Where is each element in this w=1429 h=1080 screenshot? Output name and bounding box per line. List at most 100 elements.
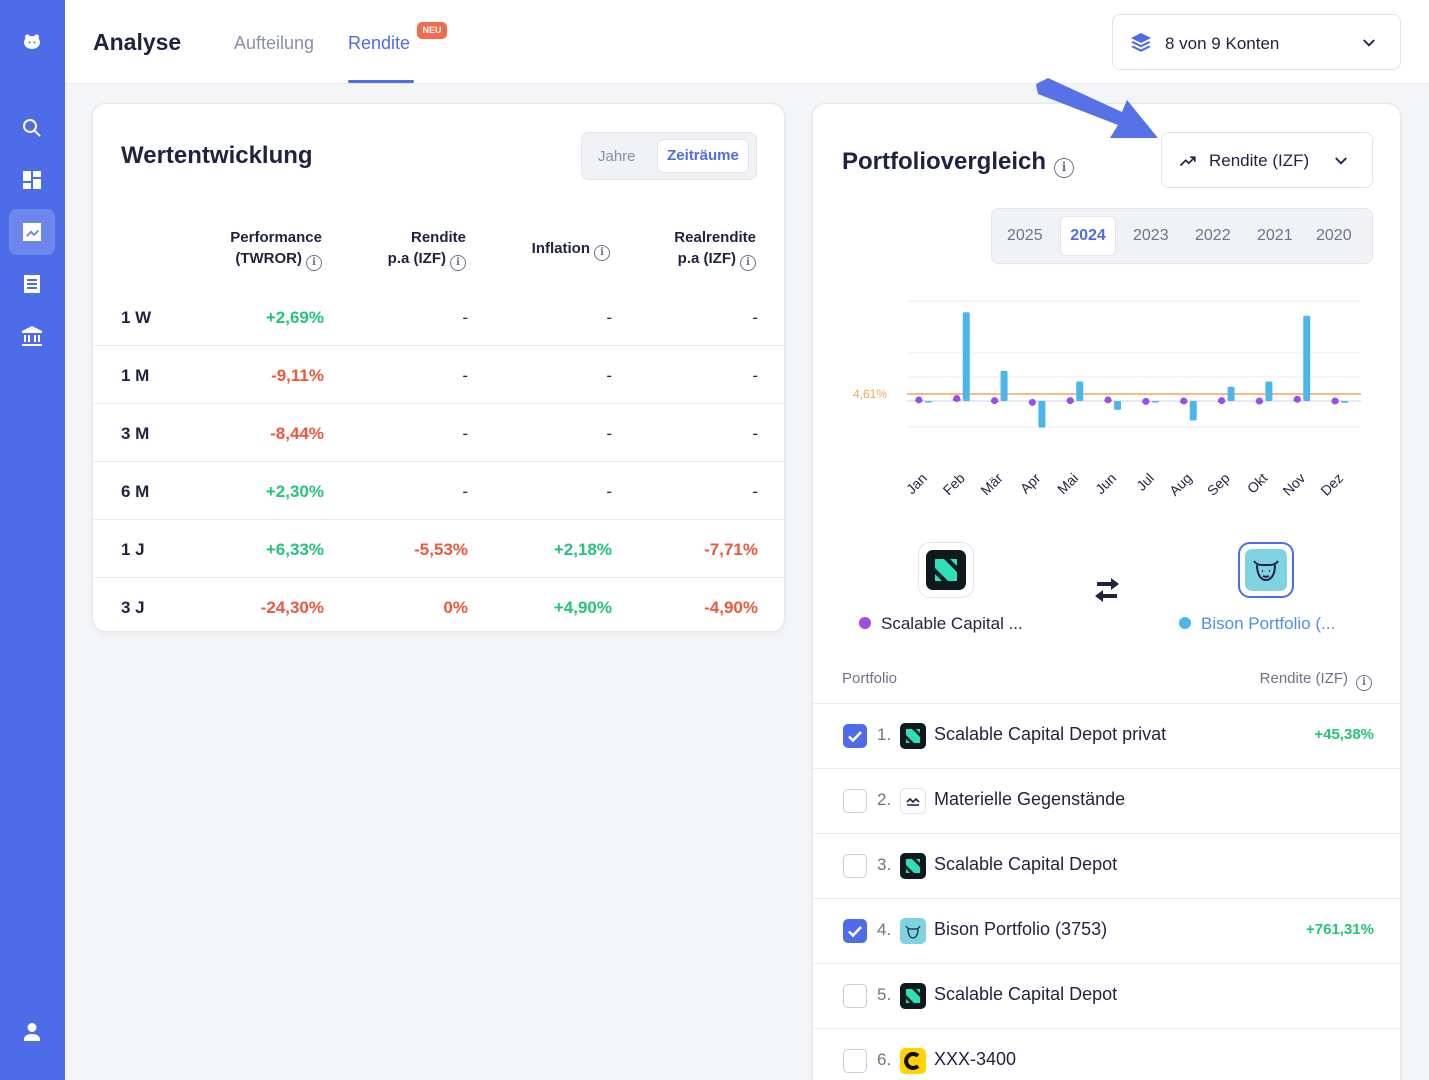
year-2025[interactable]: 2025: [1007, 227, 1043, 244]
portfolio-number: 4.: [877, 920, 892, 939]
portfolio-row[interactable]: 3. Scalable Capital Depot: [813, 833, 1400, 898]
portfolio-row[interactable]: 5. Scalable Capital Depot: [813, 963, 1400, 1028]
tab-rendite[interactable]: Rendite: [348, 33, 411, 53]
x-tick-label: Mai: [1054, 470, 1081, 497]
year-2023[interactable]: 2023: [1133, 227, 1169, 244]
year-2024[interactable]: 2024: [1060, 216, 1116, 256]
top-header: Analyse Aufteilung Rendite NEU 8 von 9 K…: [65, 0, 1429, 84]
swap-icon[interactable]: [1091, 576, 1123, 604]
info-icon[interactable]: i: [740, 255, 756, 271]
x-tick-label: Feb: [939, 470, 968, 499]
x-tick-label: Mär: [977, 470, 1006, 499]
info-icon[interactable]: i: [594, 245, 610, 261]
list-header-rendite: Rendite (IZF) i: [1260, 670, 1372, 691]
col-header-rendite: Rendite p.a (IZF) i: [388, 227, 466, 271]
year-selector: 2025 2024 2023 2022 2021 2020: [991, 208, 1373, 264]
portfolio-checkbox[interactable]: [843, 854, 867, 878]
portfolio-row[interactable]: 2. Materielle Gegenstände: [813, 768, 1400, 833]
tab-aufteilung[interactable]: Aufteilung: [234, 33, 315, 53]
bar-bison-Mai: [1076, 381, 1084, 401]
toggle-jahre[interactable]: Jahre: [598, 148, 636, 165]
portfolio-checkbox[interactable]: [843, 1049, 867, 1073]
sidebar: [0, 0, 65, 1080]
portfolio-checkbox[interactable]: [843, 984, 867, 1008]
bison-logo-icon: [1245, 549, 1287, 591]
x-tick-label: Aug: [1166, 470, 1195, 499]
portfolio-name: Scalable Capital Depot: [934, 984, 1118, 1004]
bar-bison-Dez: [1341, 401, 1349, 403]
portfolio-name: Bison Portfolio (3753): [934, 919, 1108, 939]
accounts-dropdown[interactable]: 8 von 9 Konten: [1112, 14, 1401, 70]
document-list-icon[interactable]: [9, 261, 55, 307]
portfolio-row[interactable]: 1. Scalable Capital Depot privat +45,38%: [813, 703, 1400, 768]
portfolio-name: XXX-3400: [934, 1049, 1017, 1069]
search-icon[interactable]: [9, 105, 55, 151]
cell-inflation: +4,90%: [553, 598, 612, 617]
bar-bison-Sep: [1227, 386, 1235, 401]
chevron-down-icon: [1335, 157, 1347, 165]
cell-inflation: +2,18%: [553, 540, 612, 559]
table-row: 1 W +2,69% - - -: [93, 288, 784, 346]
point-scalable-Feb: [953, 395, 961, 403]
bar-bison-Jan: [924, 401, 932, 403]
year-2021[interactable]: 2021: [1257, 227, 1293, 244]
user-icon[interactable]: [9, 1009, 55, 1055]
toggle-zeitraeume[interactable]: Zeiträume: [657, 139, 749, 173]
info-icon[interactable]: i: [1054, 158, 1075, 178]
active-tab-indicator: [348, 80, 414, 83]
portfolio-row[interactable]: 6. XXX-3400: [813, 1028, 1400, 1080]
legend-dot: [859, 617, 871, 629]
portfolio-checkbox[interactable]: [843, 919, 867, 943]
bison-compare-logo[interactable]: [1238, 542, 1294, 598]
cell-rendite: 0%: [443, 598, 468, 617]
hippo-logo-icon[interactable]: [9, 20, 55, 66]
point-scalable-Sep: [1218, 397, 1226, 405]
year-2020[interactable]: 2020: [1316, 227, 1352, 244]
wertentwicklung-title: Wertentwicklung: [121, 142, 313, 169]
page-title: Analyse: [93, 29, 182, 55]
bar-bison-Mär: [1000, 370, 1008, 401]
cell-realrendite: -: [752, 424, 758, 443]
portfoliovergleich-card: Portfoliovergleich i Rendite (IZF) 2025 2…: [812, 103, 1401, 1080]
year-2022[interactable]: 2022: [1195, 227, 1231, 244]
period-label: 3 M: [121, 424, 150, 443]
cell-rendite: -: [462, 308, 468, 327]
cell-rendite: -5,53%: [414, 540, 468, 559]
x-tick-label: Jul: [1133, 470, 1157, 494]
point-scalable-Jan: [915, 396, 923, 404]
bar-bison-Jun: [1114, 401, 1122, 410]
info-icon[interactable]: i: [1356, 675, 1372, 691]
metric-dropdown[interactable]: Rendite (IZF): [1161, 132, 1373, 188]
wertentwicklung-card: Wertentwicklung Jahre Zeiträume Performa…: [92, 103, 785, 632]
list-header-portfolio: Portfolio: [842, 670, 898, 687]
table-row: 1 M -9,11% - - -: [93, 346, 784, 404]
cell-realrendite: -4,90%: [704, 598, 758, 617]
chart-line-icon[interactable]: [9, 209, 55, 255]
bank-icon[interactable]: [9, 313, 55, 359]
scalable-logo-icon: [900, 853, 926, 879]
cell-realrendite: -: [752, 366, 758, 385]
portfolio-row[interactable]: 4. Bison Portfolio (3753) +761,31%: [813, 898, 1400, 963]
portfolio-name: Materielle Gegenstände: [934, 789, 1126, 809]
cell-inflation: -: [606, 482, 612, 501]
point-scalable-Mai: [1066, 397, 1074, 405]
dashboard-icon[interactable]: [9, 157, 55, 203]
info-icon[interactable]: i: [306, 255, 322, 271]
check-icon: [847, 925, 862, 937]
metric-label: Rendite (IZF): [1209, 151, 1310, 170]
chevron-down-icon: [1363, 39, 1375, 47]
portfoliovergleich-title: Portfoliovergleich i: [842, 148, 1075, 178]
portfolio-checkbox[interactable]: [843, 724, 867, 748]
x-tick-label: Jan: [903, 470, 930, 497]
bar-bison-Aug: [1189, 401, 1197, 421]
portfolio-number: 2.: [877, 790, 892, 809]
cell-inflation: -: [606, 308, 612, 327]
annotation-arrow-icon: [1036, 78, 1158, 138]
point-scalable-Okt: [1255, 397, 1263, 405]
col-header-performance: Performance (TWROR) i: [230, 227, 322, 271]
portfolio-checkbox[interactable]: [843, 789, 867, 813]
point-scalable-Mär: [991, 397, 999, 405]
info-icon[interactable]: i: [450, 255, 466, 271]
scalable-compare-logo[interactable]: [918, 542, 974, 598]
period-label: 1 M: [121, 366, 150, 385]
